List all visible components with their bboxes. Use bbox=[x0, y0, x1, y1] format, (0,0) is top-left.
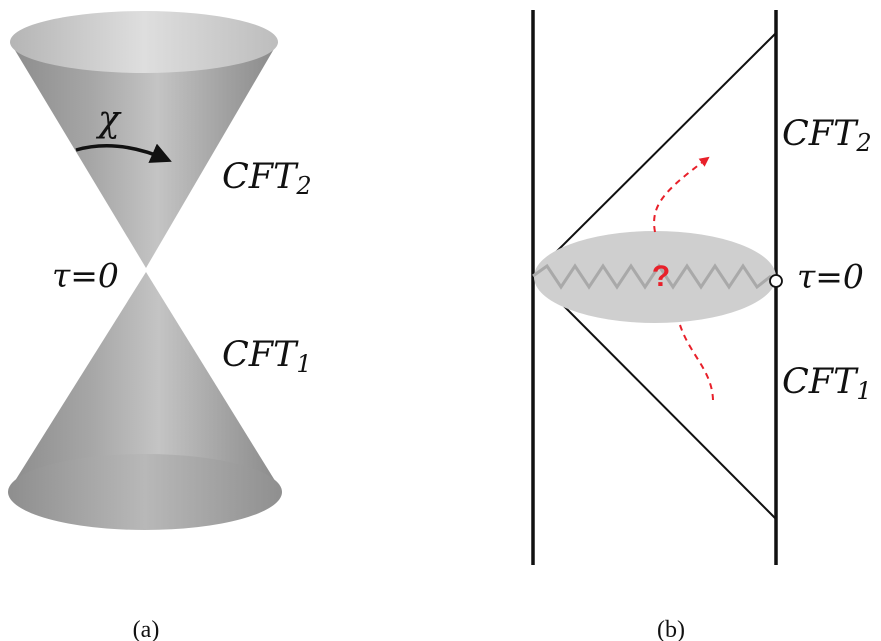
lower-red-dashed-curve bbox=[679, 324, 714, 401]
upper-diagonal bbox=[532, 32, 777, 276]
lower-cone bbox=[8, 272, 282, 492]
tau-label-b: τ=0 bbox=[797, 257, 864, 296]
upper-cone-opening bbox=[10, 11, 278, 73]
chi-arrow bbox=[75, 143, 172, 163]
cft1-label-a: CFT1 bbox=[222, 335, 312, 378]
tau-label-a: τ=0 bbox=[52, 256, 119, 295]
caption-a: (a) bbox=[133, 617, 160, 641]
upper-cone bbox=[10, 42, 278, 268]
zigzag-singularity bbox=[532, 263, 772, 290]
lower-cone-base bbox=[8, 454, 282, 530]
chi-label: χ bbox=[95, 99, 122, 140]
panel-a: χ CFT2 τ=0 CFT1 (a) bbox=[8, 11, 312, 641]
lower-diagonal bbox=[532, 274, 777, 520]
cft2-label-b: CFT2 bbox=[782, 114, 872, 157]
caption-b: (b) bbox=[657, 617, 685, 641]
upper-red-dashed-curve bbox=[653, 156, 710, 233]
cft2-label-a: CFT2 bbox=[222, 157, 312, 200]
question-mark: ? bbox=[652, 260, 670, 293]
panel-b: ? CFT2 τ=0 CFT1 (b) bbox=[531, 10, 872, 641]
singularity-region bbox=[534, 231, 776, 323]
boundary-point bbox=[769, 274, 783, 288]
cft1-label-b: CFT1 bbox=[782, 362, 872, 405]
